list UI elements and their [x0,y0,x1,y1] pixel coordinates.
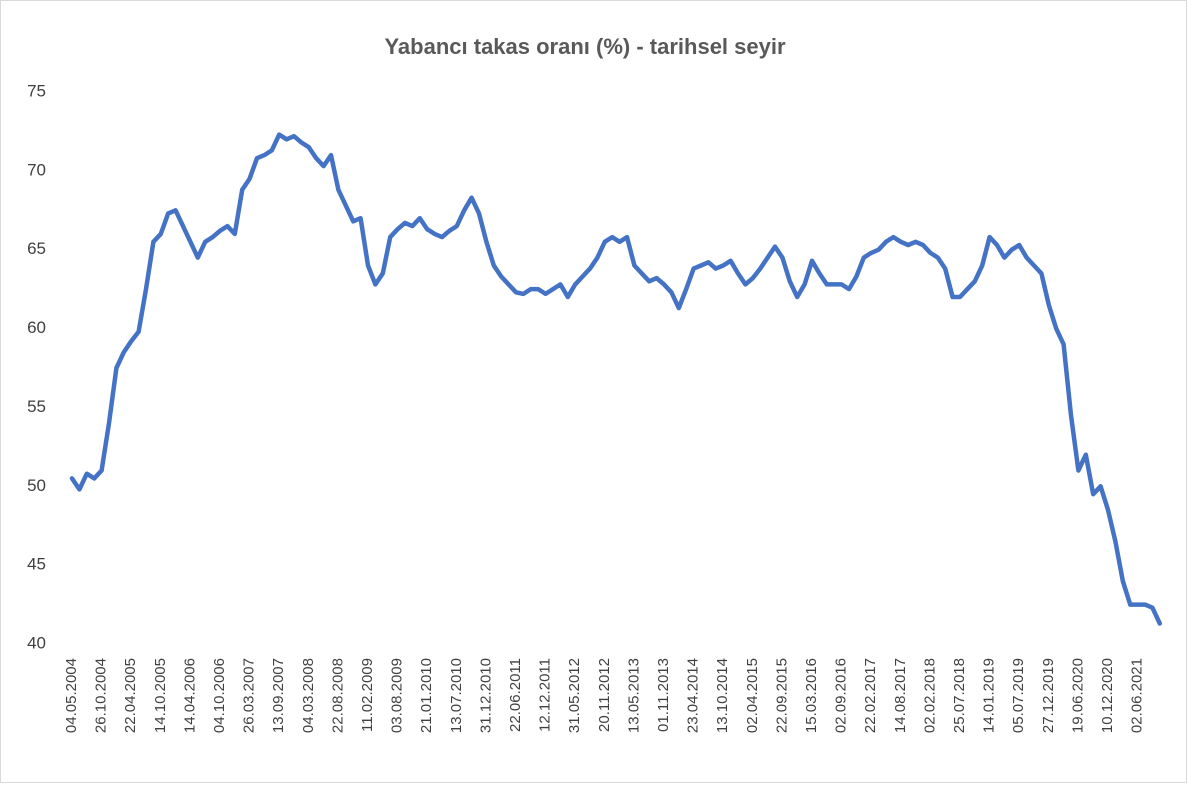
x-tick-label: 22.04.2005 [122,658,139,733]
x-tick-label: 26.03.2007 [241,658,258,733]
x-tick-label: 26.10.2004 [93,658,110,733]
x-tick-label: 12.12.2011 [537,658,554,732]
y-tick-label: 75 [27,81,46,100]
x-tick-label: 31.05.2012 [566,658,583,733]
y-tick-label: 45 [27,555,46,574]
x-tick-label: 02.04.2015 [744,658,761,733]
x-tick-label: 14.08.2017 [892,658,909,733]
x-tick-label: 22.06.2011 [507,658,524,732]
x-tick-label: 22.08.2008 [329,658,346,733]
x-tick-label: 03.08.2009 [389,658,406,733]
y-tick-label: 40 [27,633,46,652]
x-tick-label: 14.04.2006 [181,658,198,733]
x-tick-label: 20.11.2012 [596,658,613,732]
x-tick-label: 04.03.2008 [300,658,317,733]
y-tick-label: 55 [27,397,46,416]
y-tick-label: 50 [27,476,46,495]
data-line [69,132,1163,626]
y-tick-label: 65 [27,239,46,258]
x-tick-label: 21.01.2010 [418,658,435,733]
x-tick-label: 25.07.2018 [951,658,968,733]
x-tick-label: 02.06.2021 [1129,658,1146,733]
x-tick-label: 02.02.2018 [921,658,938,733]
x-tick-label: 14.10.2005 [152,658,169,733]
x-tick-label: 14.01.2019 [981,658,998,733]
x-tick-label: 22.02.2017 [862,658,879,733]
x-tick-label: 04.05.2004 [63,658,80,733]
x-tick-label: 13.10.2014 [714,658,731,733]
x-tick-label: 01.11.2013 [655,658,672,732]
x-tick-label: 27.12.2019 [1040,658,1057,733]
x-tick-label: 10.12.2020 [1099,658,1116,733]
x-tick-label: 13.05.2013 [625,658,642,733]
x-tick-label: 13.07.2010 [448,658,465,733]
x-tick-label: 22.09.2015 [773,658,790,733]
x-tick-label: 23.04.2014 [685,658,702,733]
x-tick-label: 19.06.2020 [1069,658,1086,733]
y-tick-label: 70 [27,160,46,179]
x-tick-label: 15.03.2016 [803,658,820,733]
x-tick-label: 02.09.2016 [833,658,850,733]
y-tick-label: 60 [27,318,46,337]
x-tick-label: 11.02.2009 [359,658,376,732]
x-tick-label: 13.09.2007 [270,658,287,733]
x-tick-label: 05.07.2019 [1010,658,1027,733]
x-tick-label: 31.12.2010 [477,658,494,733]
chart-title: Yabancı takas oranı (%) - tarihsel seyir [384,34,785,59]
x-tick-label: 04.10.2006 [211,658,228,733]
